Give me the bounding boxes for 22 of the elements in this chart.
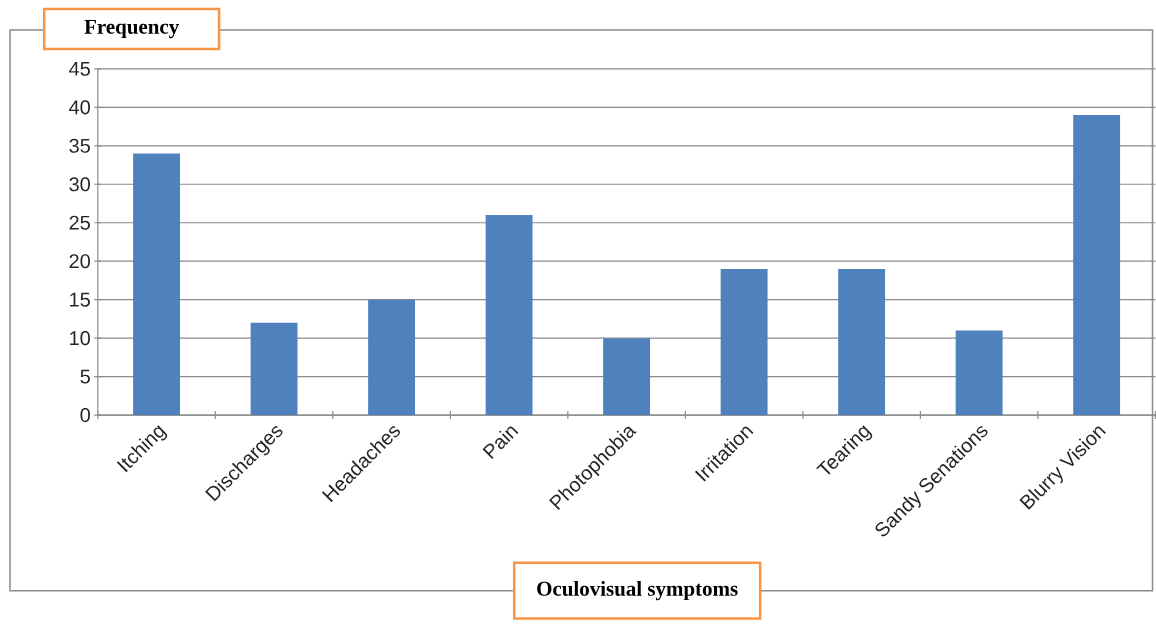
bar [1073,115,1121,416]
x-tick-label: Pain [482,426,519,460]
y-tick-label: 20 [69,254,90,269]
y-tick-label: 45 [69,62,90,76]
y-tick-label: 15 [70,292,90,307]
bar [250,322,298,416]
bar [838,269,886,416]
y-tick-label: 5 [80,369,90,384]
bar [368,299,416,416]
bar [485,215,533,416]
y-tick-label: 10 [70,331,90,346]
y-tick-label: 0 [80,408,90,423]
x-axis-title: Oculovisual symptoms [537,581,738,601]
bar [720,269,768,416]
y-axis-title: Frequency [84,20,179,39]
bar [955,330,1003,416]
bar [133,153,180,416]
y-tick-label: 30 [69,177,90,192]
y-tick-label: 35 [69,138,90,154]
y-tick-label: 25 [69,215,90,230]
y-tick-label: 40 [69,100,90,115]
bar [603,338,651,416]
